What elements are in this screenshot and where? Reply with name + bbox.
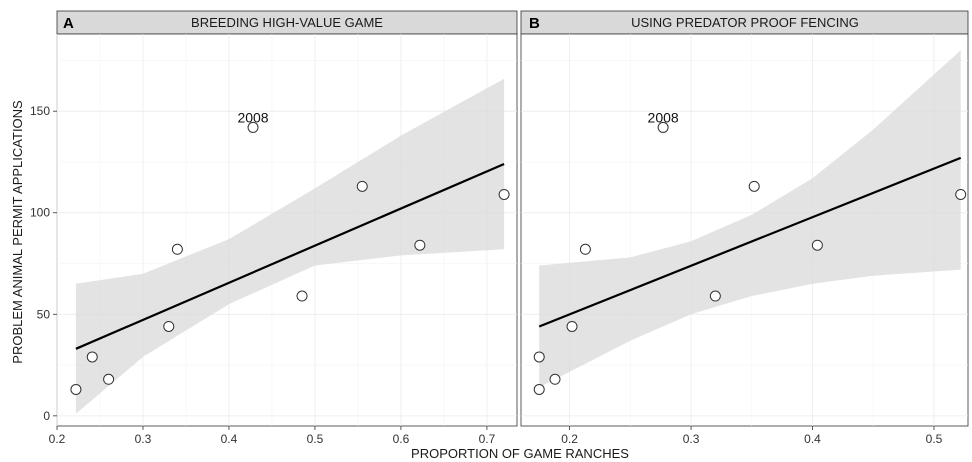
panel-a-point-1 [86, 351, 98, 363]
panel-b-point-1 [533, 383, 545, 395]
panel-b-point-2 [549, 373, 561, 385]
panel-a-confidence-band [75, 78, 505, 414]
panel-a-point-2 [103, 373, 115, 385]
panel-a-x-tick-label-2: 0.4 [221, 432, 238, 446]
panel-a-x-tick-label-0: 0.2 [49, 432, 66, 446]
panel-a-y-tick-label-3: 150 [30, 104, 50, 118]
panel-b-label: B [529, 15, 540, 32]
panel-a-y-tick-label-0: 0 [43, 409, 50, 423]
y-axis-title: PROBLEM ANIMAL PERMIT APPLICATIONS [10, 100, 25, 364]
panel-b-x-ticks: 0.2 0.3 0.4 0.5 [561, 426, 943, 446]
panel-a-point-0 [70, 383, 82, 395]
panel-b-point-7 [748, 180, 760, 192]
panel-a-x-tick-label-4: 0.6 [393, 432, 410, 446]
panel-a-y-ticks: 0 50 100 150 [30, 104, 57, 423]
x-axis-title: PROPORTION OF GAME RANCHES [411, 446, 629, 461]
panel-a-point-9 [498, 188, 510, 200]
panel-b: B USING PREDATOR PROOF FENCING 2008 0.2 0… [520, 10, 969, 446]
panel-a-point-8 [414, 239, 426, 251]
panel-a-y-tick-label-2: 100 [30, 206, 50, 220]
panel-a-fit-line [75, 162, 505, 350]
panel-b-points [533, 121, 967, 395]
panel-a-point-6 [296, 290, 308, 302]
panel-b-x-tick-label-1: 0.3 [683, 432, 700, 446]
panel-b-x-tick-label-0: 0.2 [561, 432, 578, 446]
panel-b-title: USING PREDATOR PROOF FENCING [631, 15, 859, 30]
panel-a-points [70, 121, 510, 395]
panel-b-annotation-2008: 2008 [648, 109, 679, 125]
panel-a-x-ticks: 0.2 0.3 0.4 0.5 0.6 0.7 [49, 426, 496, 446]
panel-a-label: A [63, 15, 74, 32]
panel-a-title: BREEDING HIGH-VALUE GAME [191, 15, 383, 30]
panel-b-point-5 [657, 121, 669, 133]
panel-a-point-7 [356, 180, 368, 192]
panel-b-point-9 [955, 188, 967, 200]
panel-a: A BREEDING HIGH-VALUE GAME 2008 0 50 100 15… [30, 10, 518, 446]
panel-a-y-tick-label-1: 50 [37, 307, 51, 321]
panel-a-annotation-2008: 2008 [237, 109, 268, 125]
panel-a-x-tick-label-3: 0.5 [307, 432, 324, 446]
panel-b-point-3 [566, 320, 578, 332]
panel-b-point-4 [579, 243, 591, 255]
panel-a-point-3 [163, 320, 175, 332]
panel-a-x-tick-label-1: 0.3 [135, 432, 152, 446]
panel-a-point-4 [171, 243, 183, 255]
panel-b-confidence-band [539, 50, 961, 388]
panel-b-point-6 [709, 290, 721, 302]
panel-b-x-tick-label-3: 0.5 [926, 432, 943, 446]
panel-a-point-5 [247, 121, 259, 133]
panel-b-point-8 [811, 239, 823, 251]
panel-b-x-tick-label-2: 0.4 [804, 432, 821, 446]
panel-a-x-tick-label-5: 0.7 [479, 432, 496, 446]
panel-b-fit-line [538, 156, 962, 328]
panel-b-point-0 [533, 351, 545, 363]
